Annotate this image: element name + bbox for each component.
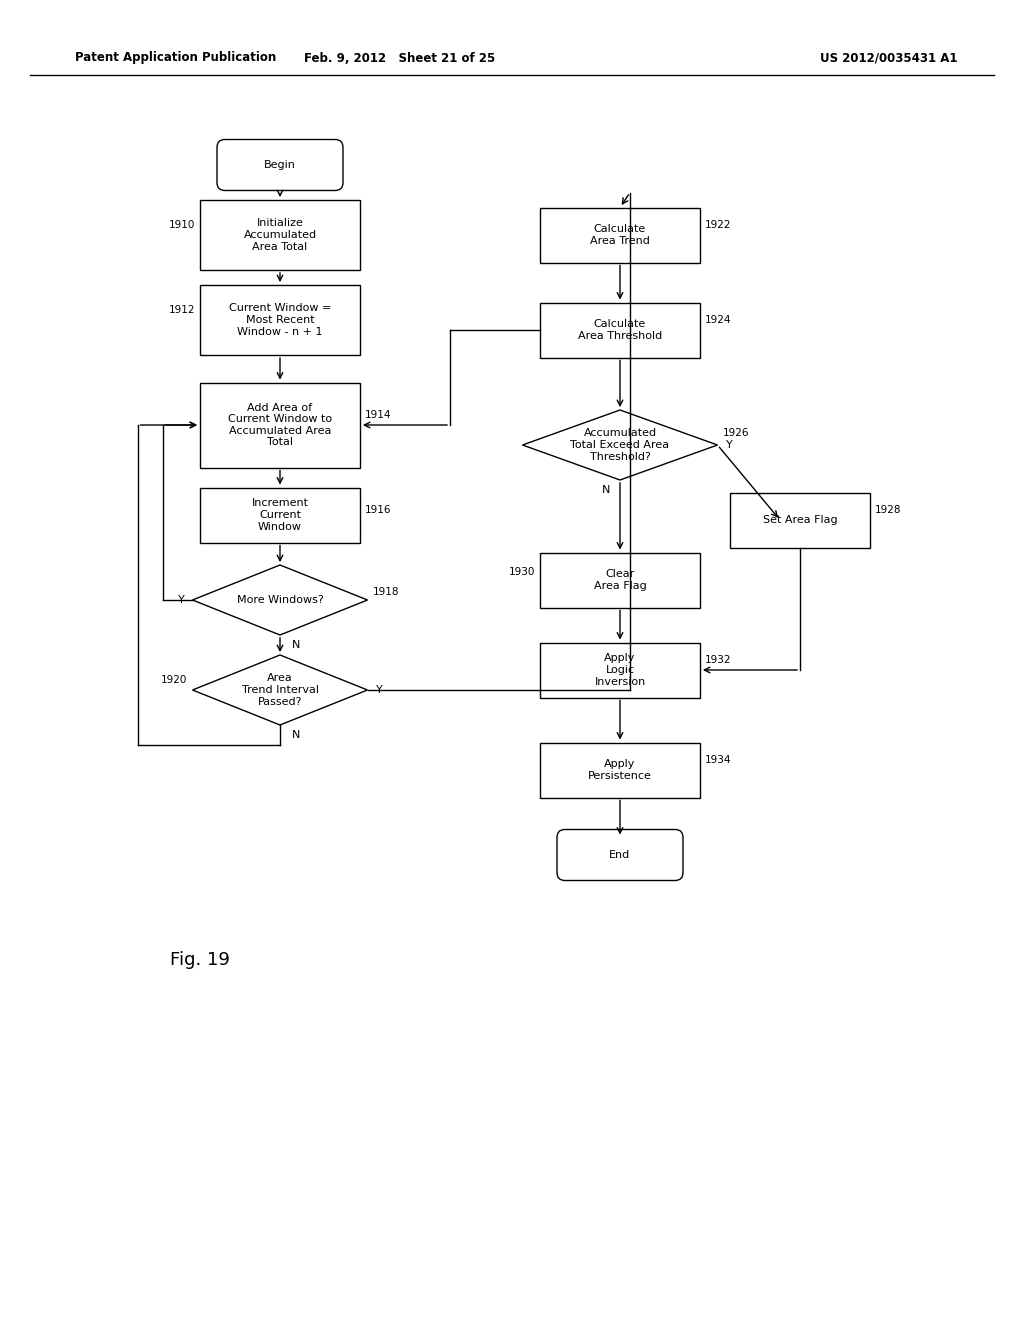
Text: Initialize
Accumulated
Area Total: Initialize Accumulated Area Total bbox=[244, 218, 316, 252]
Bar bbox=[200, 285, 360, 355]
Polygon shape bbox=[522, 411, 718, 480]
Text: 1930: 1930 bbox=[509, 568, 535, 577]
FancyBboxPatch shape bbox=[217, 140, 343, 190]
Bar bbox=[540, 742, 700, 797]
Text: Y: Y bbox=[178, 595, 184, 605]
Bar bbox=[540, 643, 700, 697]
Text: Current Window =
Most Recent
Window - n + 1: Current Window = Most Recent Window - n … bbox=[228, 304, 331, 337]
Bar bbox=[200, 383, 360, 467]
Text: 1934: 1934 bbox=[705, 755, 731, 766]
Text: 1914: 1914 bbox=[365, 411, 391, 420]
Text: Area
Trend Interval
Passed?: Area Trend Interval Passed? bbox=[242, 673, 318, 706]
Text: Calculate
Area Threshold: Calculate Area Threshold bbox=[578, 319, 663, 341]
Text: 1932: 1932 bbox=[705, 655, 731, 665]
Bar bbox=[540, 207, 700, 263]
Text: Set Area Flag: Set Area Flag bbox=[763, 515, 838, 525]
Text: Fig. 19: Fig. 19 bbox=[170, 950, 230, 969]
Text: 1926: 1926 bbox=[723, 428, 749, 438]
Text: 1916: 1916 bbox=[365, 506, 391, 515]
Text: 1928: 1928 bbox=[874, 506, 901, 515]
Text: Increment
Current
Window: Increment Current Window bbox=[252, 499, 308, 532]
Text: End: End bbox=[609, 850, 631, 861]
Bar bbox=[200, 487, 360, 543]
Text: N: N bbox=[292, 730, 300, 741]
Text: 1924: 1924 bbox=[705, 315, 731, 325]
Text: Feb. 9, 2012   Sheet 21 of 25: Feb. 9, 2012 Sheet 21 of 25 bbox=[304, 51, 496, 65]
Text: 1922: 1922 bbox=[705, 220, 731, 230]
Text: Patent Application Publication: Patent Application Publication bbox=[75, 51, 276, 65]
Text: Calculate
Area Trend: Calculate Area Trend bbox=[590, 224, 650, 246]
Text: 1918: 1918 bbox=[373, 587, 399, 597]
Text: Y: Y bbox=[725, 440, 732, 450]
Polygon shape bbox=[193, 655, 368, 725]
FancyBboxPatch shape bbox=[557, 829, 683, 880]
Text: Apply
Logic
Inversion: Apply Logic Inversion bbox=[594, 653, 645, 686]
Text: N: N bbox=[292, 640, 300, 649]
Text: Add Area of
Current Window to
Accumulated Area
Total: Add Area of Current Window to Accumulate… bbox=[228, 403, 332, 447]
Bar bbox=[540, 553, 700, 607]
Polygon shape bbox=[193, 565, 368, 635]
Text: Apply
Persistence: Apply Persistence bbox=[588, 759, 652, 781]
Text: N: N bbox=[602, 484, 610, 495]
Text: More Windows?: More Windows? bbox=[237, 595, 324, 605]
Bar bbox=[200, 201, 360, 271]
Text: Clear
Area Flag: Clear Area Flag bbox=[594, 569, 646, 591]
Text: US 2012/0035431 A1: US 2012/0035431 A1 bbox=[820, 51, 957, 65]
Bar bbox=[730, 492, 870, 548]
Text: Y: Y bbox=[376, 685, 382, 696]
Text: Begin: Begin bbox=[264, 160, 296, 170]
Text: 1910: 1910 bbox=[169, 220, 195, 230]
Text: 1912: 1912 bbox=[169, 305, 195, 315]
Text: 1920: 1920 bbox=[161, 675, 187, 685]
Bar bbox=[540, 302, 700, 358]
Text: Accumulated
Total Exceed Area
Threshold?: Accumulated Total Exceed Area Threshold? bbox=[570, 429, 670, 462]
